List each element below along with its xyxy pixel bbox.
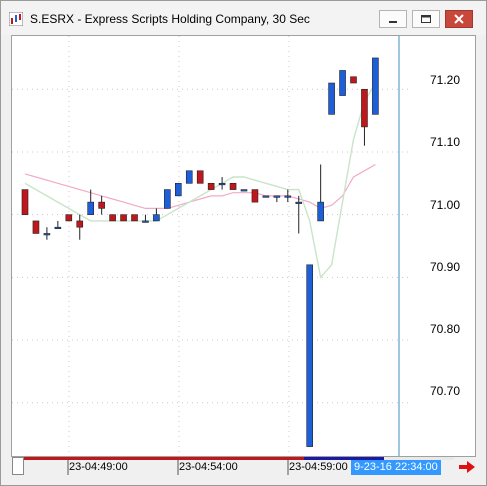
candle-up bbox=[295, 201, 303, 204]
candle-down bbox=[98, 201, 105, 209]
candle-up bbox=[142, 220, 149, 223]
y-axis-labels: 71.20 71.10 71.00 70.90 70.80 70.70 bbox=[430, 73, 460, 398]
x-tick-label: 23-04:59:00 bbox=[289, 461, 348, 473]
close-button[interactable] bbox=[445, 10, 473, 28]
candle-up bbox=[54, 226, 62, 229]
candle-down bbox=[21, 189, 29, 215]
y-tick-label: 70.90 bbox=[430, 260, 460, 274]
candles-layer bbox=[21, 57, 379, 447]
y-tick-label: 71.20 bbox=[430, 73, 460, 87]
candle-up bbox=[240, 189, 248, 192]
window-title: S.ESRX - Express Scripts Holding Company… bbox=[30, 12, 310, 26]
candle-down bbox=[229, 183, 237, 190]
fast-moving-average-line bbox=[24, 82, 377, 279]
candle-down bbox=[120, 214, 127, 222]
candle-down bbox=[65, 214, 73, 222]
y-tick-label: 71.00 bbox=[430, 198, 460, 212]
y-tick-label: 71.10 bbox=[430, 135, 460, 149]
candle-down bbox=[76, 220, 84, 228]
candle-up bbox=[317, 201, 324, 222]
maximize-button[interactable] bbox=[412, 10, 440, 28]
candle-down bbox=[350, 76, 357, 84]
title-bar[interactable]: S.ESRX - Express Scripts Holding Company… bbox=[1, 1, 486, 35]
candle-up bbox=[372, 57, 379, 115]
candle-down bbox=[207, 183, 215, 190]
candle-up bbox=[175, 183, 182, 197]
candle-up bbox=[339, 70, 346, 96]
time-axis-bar[interactable]: 23-04:49:00 23-04:54:00 23-04:59:00 9-23… bbox=[11, 457, 476, 479]
candle-up bbox=[284, 195, 292, 198]
candle-up bbox=[306, 264, 314, 447]
maximize-icon bbox=[421, 15, 431, 23]
minimize-button[interactable] bbox=[379, 10, 407, 28]
candlestick-chart[interactable]: 71.20 71.10 71.00 70.90 70.80 70.70 bbox=[12, 36, 475, 456]
slow-moving-average-line bbox=[24, 163, 376, 210]
price-chart[interactable]: 71.20 71.10 71.00 70.90 70.80 70.70 bbox=[11, 35, 476, 457]
grid-layer bbox=[12, 36, 412, 456]
candle-down bbox=[109, 214, 116, 222]
candle-up bbox=[87, 201, 94, 215]
candle-up bbox=[185, 170, 193, 184]
candle-up bbox=[273, 195, 281, 198]
candle-down bbox=[251, 189, 259, 203]
chart-app-icon bbox=[9, 12, 23, 26]
close-icon bbox=[454, 14, 464, 24]
moving-averages bbox=[24, 82, 377, 279]
candle-down bbox=[32, 220, 40, 234]
scroll-right-arrow-icon[interactable] bbox=[458, 459, 476, 475]
candle-up bbox=[164, 189, 171, 209]
candle-down bbox=[361, 88, 368, 128]
candle-up bbox=[43, 233, 51, 236]
candle-up bbox=[328, 82, 335, 115]
minimize-icon bbox=[389, 21, 397, 23]
candle-up bbox=[153, 214, 160, 222]
candle-up bbox=[262, 195, 270, 198]
y-tick-label: 70.70 bbox=[430, 384, 460, 398]
session-strip bbox=[24, 457, 454, 460]
x-tick-label: 23-04:54:00 bbox=[179, 461, 238, 473]
candle-down bbox=[196, 170, 204, 184]
candle-up bbox=[218, 183, 226, 186]
x-tick-label: 23-04:49:00 bbox=[69, 461, 128, 473]
cursor-time-label: 9-23-16 22:34:00 bbox=[351, 460, 441, 475]
time-ticks bbox=[67, 460, 289, 475]
y-tick-label: 70.80 bbox=[430, 322, 460, 336]
scroll-thumb[interactable] bbox=[12, 457, 24, 475]
candle-down bbox=[131, 214, 138, 222]
